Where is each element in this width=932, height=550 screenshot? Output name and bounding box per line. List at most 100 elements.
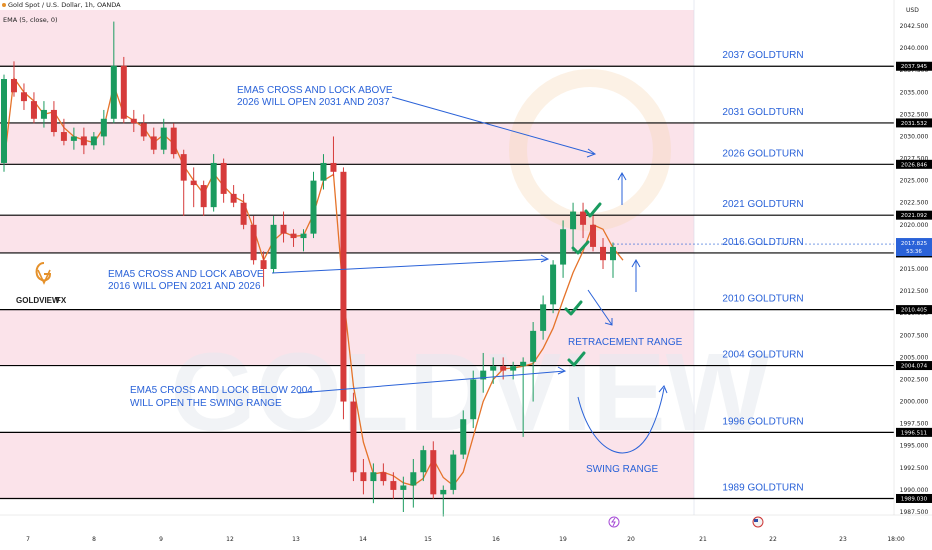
right-panel: [694, 0, 894, 515]
candle-body: [390, 481, 397, 490]
candle-body: [110, 65, 117, 119]
candle-body: [500, 366, 507, 371]
retracement-arrow: [587, 289, 613, 326]
candle-body: [10, 79, 17, 93]
level-price-tag: [896, 361, 932, 371]
level-price-value: 2004.074: [901, 364, 928, 370]
candle-body: [590, 224, 597, 247]
candle-body: [320, 162, 327, 181]
current-price-tag: [896, 238, 932, 257]
annotation-1-line-2: 2026 WILL OPEN 2031 AND 2037: [237, 97, 390, 108]
price-tick-label: 2020.000: [900, 222, 929, 229]
candle-body: [580, 211, 587, 225]
logo-v-icon: [37, 269, 51, 285]
arrow-head-2: [540, 254, 550, 263]
candle-body: [420, 450, 427, 473]
candle-body: [310, 180, 317, 234]
check-icon: [584, 202, 602, 218]
level-price-value: 2010.405: [901, 308, 928, 314]
level-label: 2031 GOLDTURN: [722, 107, 803, 118]
candle-body: [570, 211, 577, 230]
price-tick-label: 2002.500: [900, 376, 929, 383]
time-tick-label: 7: [26, 536, 30, 543]
candle-body: [120, 65, 127, 119]
level-price-tag: [896, 118, 932, 128]
candle-body: [300, 233, 307, 239]
candle-body: [160, 127, 167, 150]
level-price-value: 1989.030: [901, 496, 928, 502]
candle-body: [230, 193, 237, 203]
candle-body: [470, 379, 477, 420]
flash-glyph-icon: [611, 517, 616, 527]
price-tick-label: 2012.500: [900, 288, 929, 295]
level-lines: 2037 GOLDTURN 2031 GOLDTURN 2026 GOLDTURN 2…: [0, 50, 894, 500]
candle-body: [200, 185, 207, 208]
candle-body: [400, 485, 407, 490]
candle-body: [360, 472, 367, 482]
level-label: 1989 GOLDTURN: [722, 482, 803, 493]
logo-suffix: FX: [56, 296, 67, 305]
indicator-label[interactable]: EMA (5, close, 0): [3, 16, 58, 24]
candle-body: [280, 224, 287, 234]
candle-body: [170, 127, 177, 155]
price-tick-label: 2015.000: [900, 266, 929, 273]
annotation-3-line-2: WILL OPEN THE SWING RANGE: [130, 398, 282, 409]
time-tick-label: 13: [292, 536, 300, 543]
level-price-tag: [896, 427, 932, 437]
time-tick-label: 12: [226, 536, 234, 543]
swing-arc-head: [658, 385, 668, 394]
level-price-value: 2026.846: [901, 162, 928, 168]
candle-body: [260, 260, 267, 269]
check-icon: [564, 300, 583, 316]
goldview-logo: GOLDVIEW FX: [16, 262, 67, 305]
price-tick-label: 1987.500: [900, 509, 929, 516]
symbol-icon[interactable]: [2, 3, 6, 7]
annotations: [271, 96, 668, 454]
annotation-1-line-1: EMA5 CROSS AND LOCK ABOVE: [237, 85, 393, 96]
candle-body: [550, 264, 557, 305]
candle-body: [520, 361, 527, 367]
price-axis-ticks: 1987.500 1990.000 1992.500 1995.000 1997.500…: [900, 23, 929, 516]
price-tick-label: 2005.000: [900, 354, 929, 361]
candle-body: [60, 132, 67, 141]
candle-body: [510, 366, 517, 371]
time-tick-label: 19: [559, 536, 567, 543]
candles-layer: [1, 21, 616, 517]
symbol-title[interactable]: Gold Spot / U.S. Dollar, 1h, OANDA: [8, 1, 121, 9]
level-label: 1996 GOLDTURN: [722, 416, 803, 427]
candle-body: [330, 162, 337, 172]
candle-body: [70, 136, 77, 141]
level-label: 2010 GOLDTURN: [722, 294, 803, 305]
price-tick-label: 1992.500: [900, 465, 929, 472]
time-axis-ticks: 7 8 9 12 13 14 15 16 19 20 21 22 23 18:00: [26, 536, 905, 543]
price-tick-label: 2032.500: [900, 111, 929, 118]
candle-body: [80, 136, 87, 146]
candle-body: [130, 118, 137, 124]
retracement-range-label: RETRACEMENT RANGE: [568, 337, 683, 348]
arrow-annotation-3: [297, 370, 566, 394]
level-price-tag: [896, 305, 932, 315]
us-flag-canton-icon: [754, 519, 758, 522]
watermark-logo: [509, 69, 671, 231]
candle-body: [350, 401, 357, 473]
arrow-up-2-head: [631, 258, 641, 268]
time-tick-label: 16: [492, 536, 500, 543]
price-axis-panel[interactable]: [894, 0, 932, 550]
candle-body: [180, 154, 187, 181]
candle-body: [290, 233, 297, 239]
annotation-2-line-2: 2016 WILL OPEN 2021 AND 2026: [108, 281, 261, 292]
level-label: 2016 GOLDTURN: [722, 237, 803, 248]
price-tick-label: 2040.000: [900, 45, 929, 52]
price-tick-label: 2035.000: [900, 89, 929, 96]
currency-label: USD: [906, 7, 919, 14]
candle-body: [340, 171, 347, 402]
candle-body: [380, 472, 387, 482]
candle-body: [100, 118, 107, 137]
check-icon: [571, 240, 590, 255]
countdown-timer: 53:36: [906, 249, 922, 255]
time-tick-label: 22: [769, 536, 777, 543]
arrow-annotation-1: [391, 96, 595, 155]
candle-body: [560, 229, 567, 265]
time-tick-label: 14: [359, 536, 367, 543]
level-price-tag: [896, 159, 932, 169]
